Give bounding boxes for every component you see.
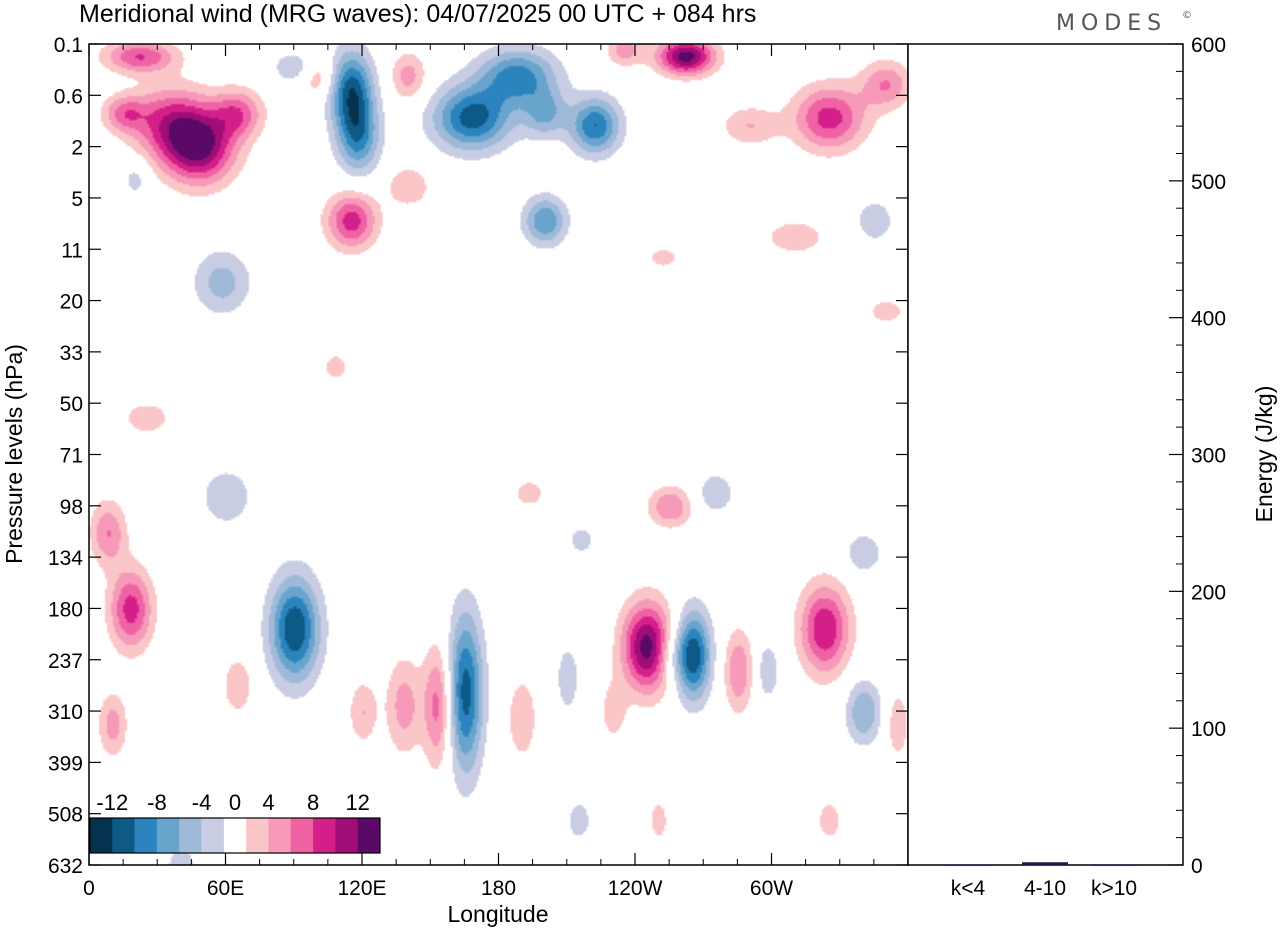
- energy-bar: [945, 864, 991, 866]
- y-tick-label: 134: [48, 547, 83, 570]
- x-tick-label: 120W: [608, 877, 663, 900]
- y-axis-label: Pressure levels (hPa): [1, 344, 27, 564]
- y-tick-label: 11: [61, 239, 83, 262]
- colorbar-swatch: [156, 818, 180, 853]
- colorbar-swatch: [179, 818, 202, 853]
- energy-tick-label: 500: [1191, 171, 1226, 194]
- colorbar-swatch: [357, 818, 381, 853]
- x-axis: 0 60E 120E 180 120W 60W: [83, 44, 875, 900]
- colorbar-swatch: [223, 818, 247, 853]
- y-tick-label: 180: [48, 598, 83, 621]
- chart-title: Meridional wind (MRG waves): 04/07/2025 …: [79, 0, 756, 28]
- y-tick-label: 0.6: [54, 85, 83, 108]
- colorbar-label: 8: [307, 790, 319, 815]
- energy-bar: [1022, 862, 1068, 865]
- energy-tick-label: 300: [1191, 445, 1226, 468]
- y-tick-label: 71: [60, 445, 83, 468]
- colorbar-swatch: [90, 818, 113, 853]
- energy-tick-label: 100: [1191, 718, 1226, 741]
- colorbar-frame: [89, 817, 381, 854]
- y-tick-label: 20: [60, 291, 83, 314]
- y-axis: 0.1 0.6 2 5 11 20 33 50 71 98 134 180 237 310 399 508 63…: [48, 34, 908, 878]
- colorbar-label: 0: [229, 790, 241, 815]
- y-tick-label: 2: [71, 137, 83, 160]
- y-tick-label: 5: [71, 188, 83, 211]
- colorbar-swatch: [268, 818, 292, 853]
- colorbar-label: -8: [147, 790, 167, 815]
- energy-bars: [945, 862, 1137, 866]
- heatmap-field: [89, 44, 908, 865]
- energy-y-axis: 0 100 200 300 400 500 600: [1169, 34, 1226, 878]
- x-tick-label: 0: [83, 877, 95, 900]
- x-tick-label: 120E: [337, 877, 386, 900]
- x-tick-label: 180: [481, 877, 516, 900]
- colorbar-swatch: [313, 818, 336, 853]
- y-tick-label: 98: [60, 496, 83, 519]
- energy-tick-label: 400: [1191, 308, 1226, 331]
- colorbar-label: -12: [96, 790, 128, 815]
- energy-category-label: k<4: [951, 877, 986, 900]
- y-tick-label: 310: [48, 701, 83, 724]
- brand-mark: ©: [1182, 10, 1192, 21]
- y-tick-label: 50: [60, 393, 83, 416]
- colorbar: -12 -8 -4 0 4 8 12: [89, 790, 381, 854]
- colorbar-label: 4: [262, 790, 274, 815]
- colorbar-swatch: [290, 818, 314, 853]
- colorbar-label: -4: [192, 790, 212, 815]
- y-tick-label: 632: [48, 855, 83, 878]
- energy-axis-label: Energy (J/kg): [1251, 386, 1277, 523]
- x-tick-label: 60E: [207, 877, 244, 900]
- heatmap-panel: -12 -8 -4 0 4 8 12 0 60E 120E 180 120W 60W 0.10.625…: [1, 34, 909, 927]
- energy-bar: [1091, 864, 1137, 866]
- y-tick-label: 0.1: [54, 34, 83, 57]
- energy-category-label: 4-10: [1024, 877, 1066, 900]
- x-axis-label: Longitude: [447, 901, 548, 927]
- y-tick-label: 237: [48, 650, 83, 673]
- colorbar-swatch: [246, 818, 269, 853]
- colorbar-label: 12: [345, 790, 369, 815]
- energy-x-axis: k<4 4-10 k>10: [951, 877, 1137, 900]
- colorbar-swatch: [112, 818, 135, 853]
- colorbar-swatch: [335, 818, 358, 853]
- y-tick-label: 33: [60, 342, 83, 365]
- energy-category-label: k>10: [1091, 877, 1137, 900]
- energy-frame: [907, 43, 1184, 866]
- y-tick-label: 508: [48, 804, 83, 827]
- brand-logo: MODES: [1056, 11, 1167, 36]
- colorbar-swatch: [134, 818, 158, 853]
- energy-tick-label: 0: [1191, 855, 1203, 878]
- energy-tick-label: 200: [1191, 581, 1226, 604]
- energy-panel: 0 100 200 300 400 500 600 k<4 4-10 k>10 Energy (…: [907, 34, 1277, 900]
- x-tick-label: 60W: [750, 877, 793, 900]
- colorbar-swatch: [201, 818, 225, 853]
- y-tick-label: 399: [48, 752, 83, 775]
- energy-tick-label: 600: [1191, 34, 1226, 57]
